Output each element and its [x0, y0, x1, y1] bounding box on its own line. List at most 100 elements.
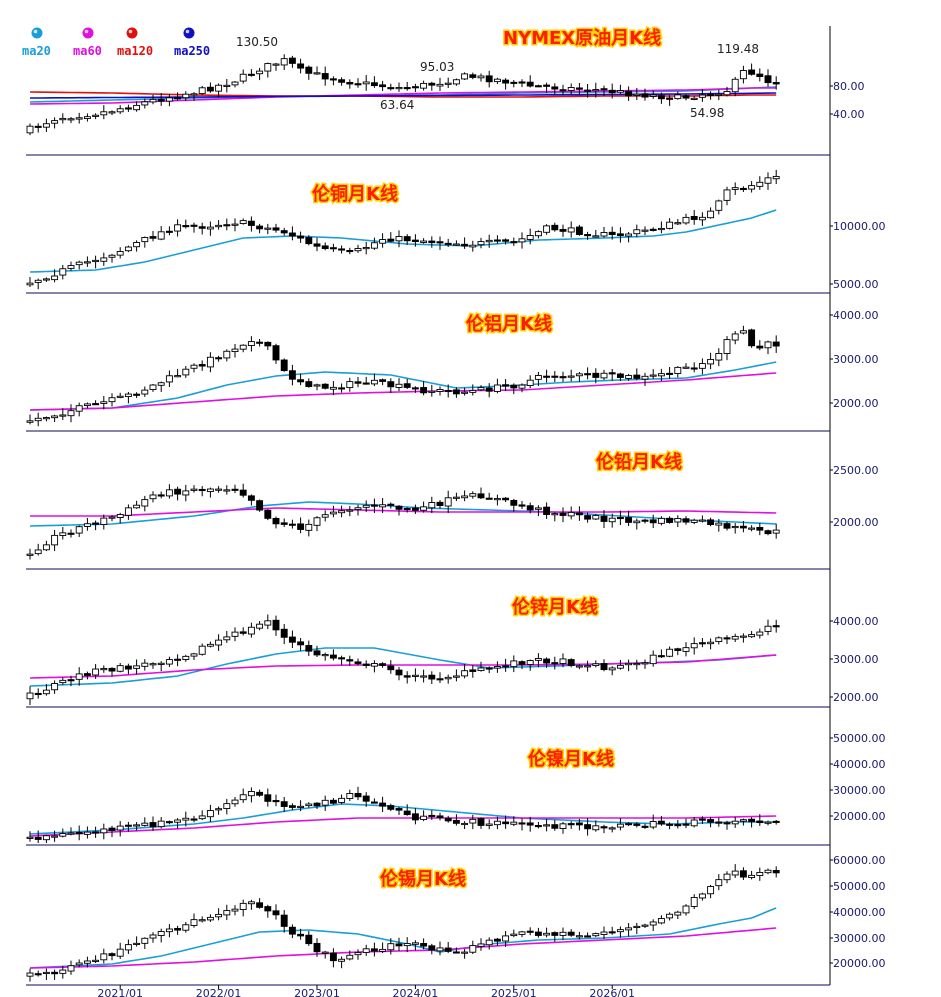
candle-body-up	[157, 931, 165, 936]
candle	[723, 186, 731, 206]
candle-body-up	[584, 665, 592, 668]
candle	[608, 368, 616, 381]
candle-body-up	[174, 224, 182, 232]
candle-body-up	[100, 517, 108, 525]
candle-body-down	[256, 341, 264, 344]
candle-body-down	[329, 247, 337, 250]
candle-body-up	[247, 341, 255, 346]
candle-body-up	[739, 635, 747, 638]
candle	[428, 81, 436, 91]
candle	[493, 661, 501, 673]
y-tick-label: 10000.00	[833, 220, 886, 233]
candle	[264, 614, 272, 630]
candle	[100, 105, 108, 120]
candle-body-down	[567, 931, 575, 936]
candle	[674, 647, 682, 656]
candle	[92, 113, 100, 120]
candle-body-down	[288, 232, 296, 237]
candle-body-up	[34, 279, 42, 283]
candle-body-up	[444, 497, 452, 507]
candle-body-up	[641, 375, 649, 380]
candle-body-down	[502, 239, 510, 242]
candle	[370, 798, 378, 804]
candle	[338, 794, 346, 805]
candle	[411, 668, 419, 682]
candle-body-up	[141, 237, 149, 243]
candle	[354, 658, 362, 666]
candle	[133, 240, 141, 252]
candle	[75, 112, 83, 124]
candle-body-down	[420, 943, 428, 947]
candle-body-up	[657, 373, 665, 377]
candle	[485, 70, 493, 88]
candle-body-up	[83, 831, 91, 835]
candle-body-up	[690, 896, 698, 907]
candle-body-up	[723, 873, 731, 881]
candle-body-down	[723, 637, 731, 640]
candle-body-up	[108, 516, 116, 519]
candle	[403, 937, 411, 953]
candle-body-down	[666, 372, 674, 375]
candle	[51, 414, 59, 422]
candle	[280, 910, 288, 933]
ma-line-ma60	[30, 507, 777, 517]
candle	[124, 663, 132, 675]
candle-body-up	[108, 397, 116, 403]
candle	[739, 818, 747, 826]
candle-body-up	[428, 502, 436, 509]
candle	[641, 372, 649, 387]
candle	[305, 519, 313, 537]
candle	[485, 819, 493, 830]
candle	[34, 830, 42, 843]
candle-body-up	[346, 954, 354, 960]
candle	[469, 72, 477, 80]
candle	[165, 820, 173, 825]
candle-body-down	[280, 914, 288, 927]
candle	[395, 230, 403, 248]
candle-body-up	[485, 823, 493, 826]
y-tick-label: 2000.00	[833, 516, 879, 529]
candle	[657, 221, 665, 234]
candle-body-up	[559, 823, 567, 830]
candle	[739, 325, 747, 335]
candle	[485, 383, 493, 398]
candle-body-down	[690, 215, 698, 220]
panel-title: 伦镍月K线	[528, 748, 614, 770]
y-tick-label: 4000.00	[833, 309, 879, 322]
candle	[116, 821, 124, 837]
candle	[92, 664, 100, 679]
panel-title: 伦铝月K线	[466, 313, 552, 335]
candle-body-down	[666, 823, 674, 826]
candle-body-down	[444, 817, 452, 822]
candle-body-down	[174, 97, 182, 100]
candle-body-down	[575, 226, 583, 235]
candle-body-down	[526, 81, 534, 87]
candle-body-up	[116, 251, 124, 256]
candle	[92, 520, 100, 531]
candle	[256, 898, 264, 909]
candle-body-up	[756, 631, 764, 636]
candle	[707, 352, 715, 370]
candle	[305, 235, 313, 246]
candle-body-up	[354, 507, 362, 511]
candle-body-up	[723, 91, 731, 96]
legend-label: ma120	[117, 44, 153, 58]
candle-body-down	[485, 387, 493, 392]
candle-body-up	[739, 330, 747, 334]
candle-body-down	[256, 902, 264, 908]
candle	[444, 942, 452, 953]
candle	[436, 77, 444, 92]
candle	[657, 92, 665, 104]
candle-body-down	[280, 230, 288, 234]
candle-body-down	[387, 87, 395, 90]
candle-body-up	[731, 820, 739, 825]
candle-body-up	[575, 935, 583, 938]
candle	[338, 956, 346, 969]
candle-body-up	[682, 216, 690, 224]
candle-body-up	[731, 187, 739, 190]
candle	[67, 529, 75, 538]
candle	[600, 824, 608, 834]
candle-body-up	[198, 645, 206, 655]
candle-body-down	[772, 341, 780, 347]
candle	[67, 116, 75, 124]
